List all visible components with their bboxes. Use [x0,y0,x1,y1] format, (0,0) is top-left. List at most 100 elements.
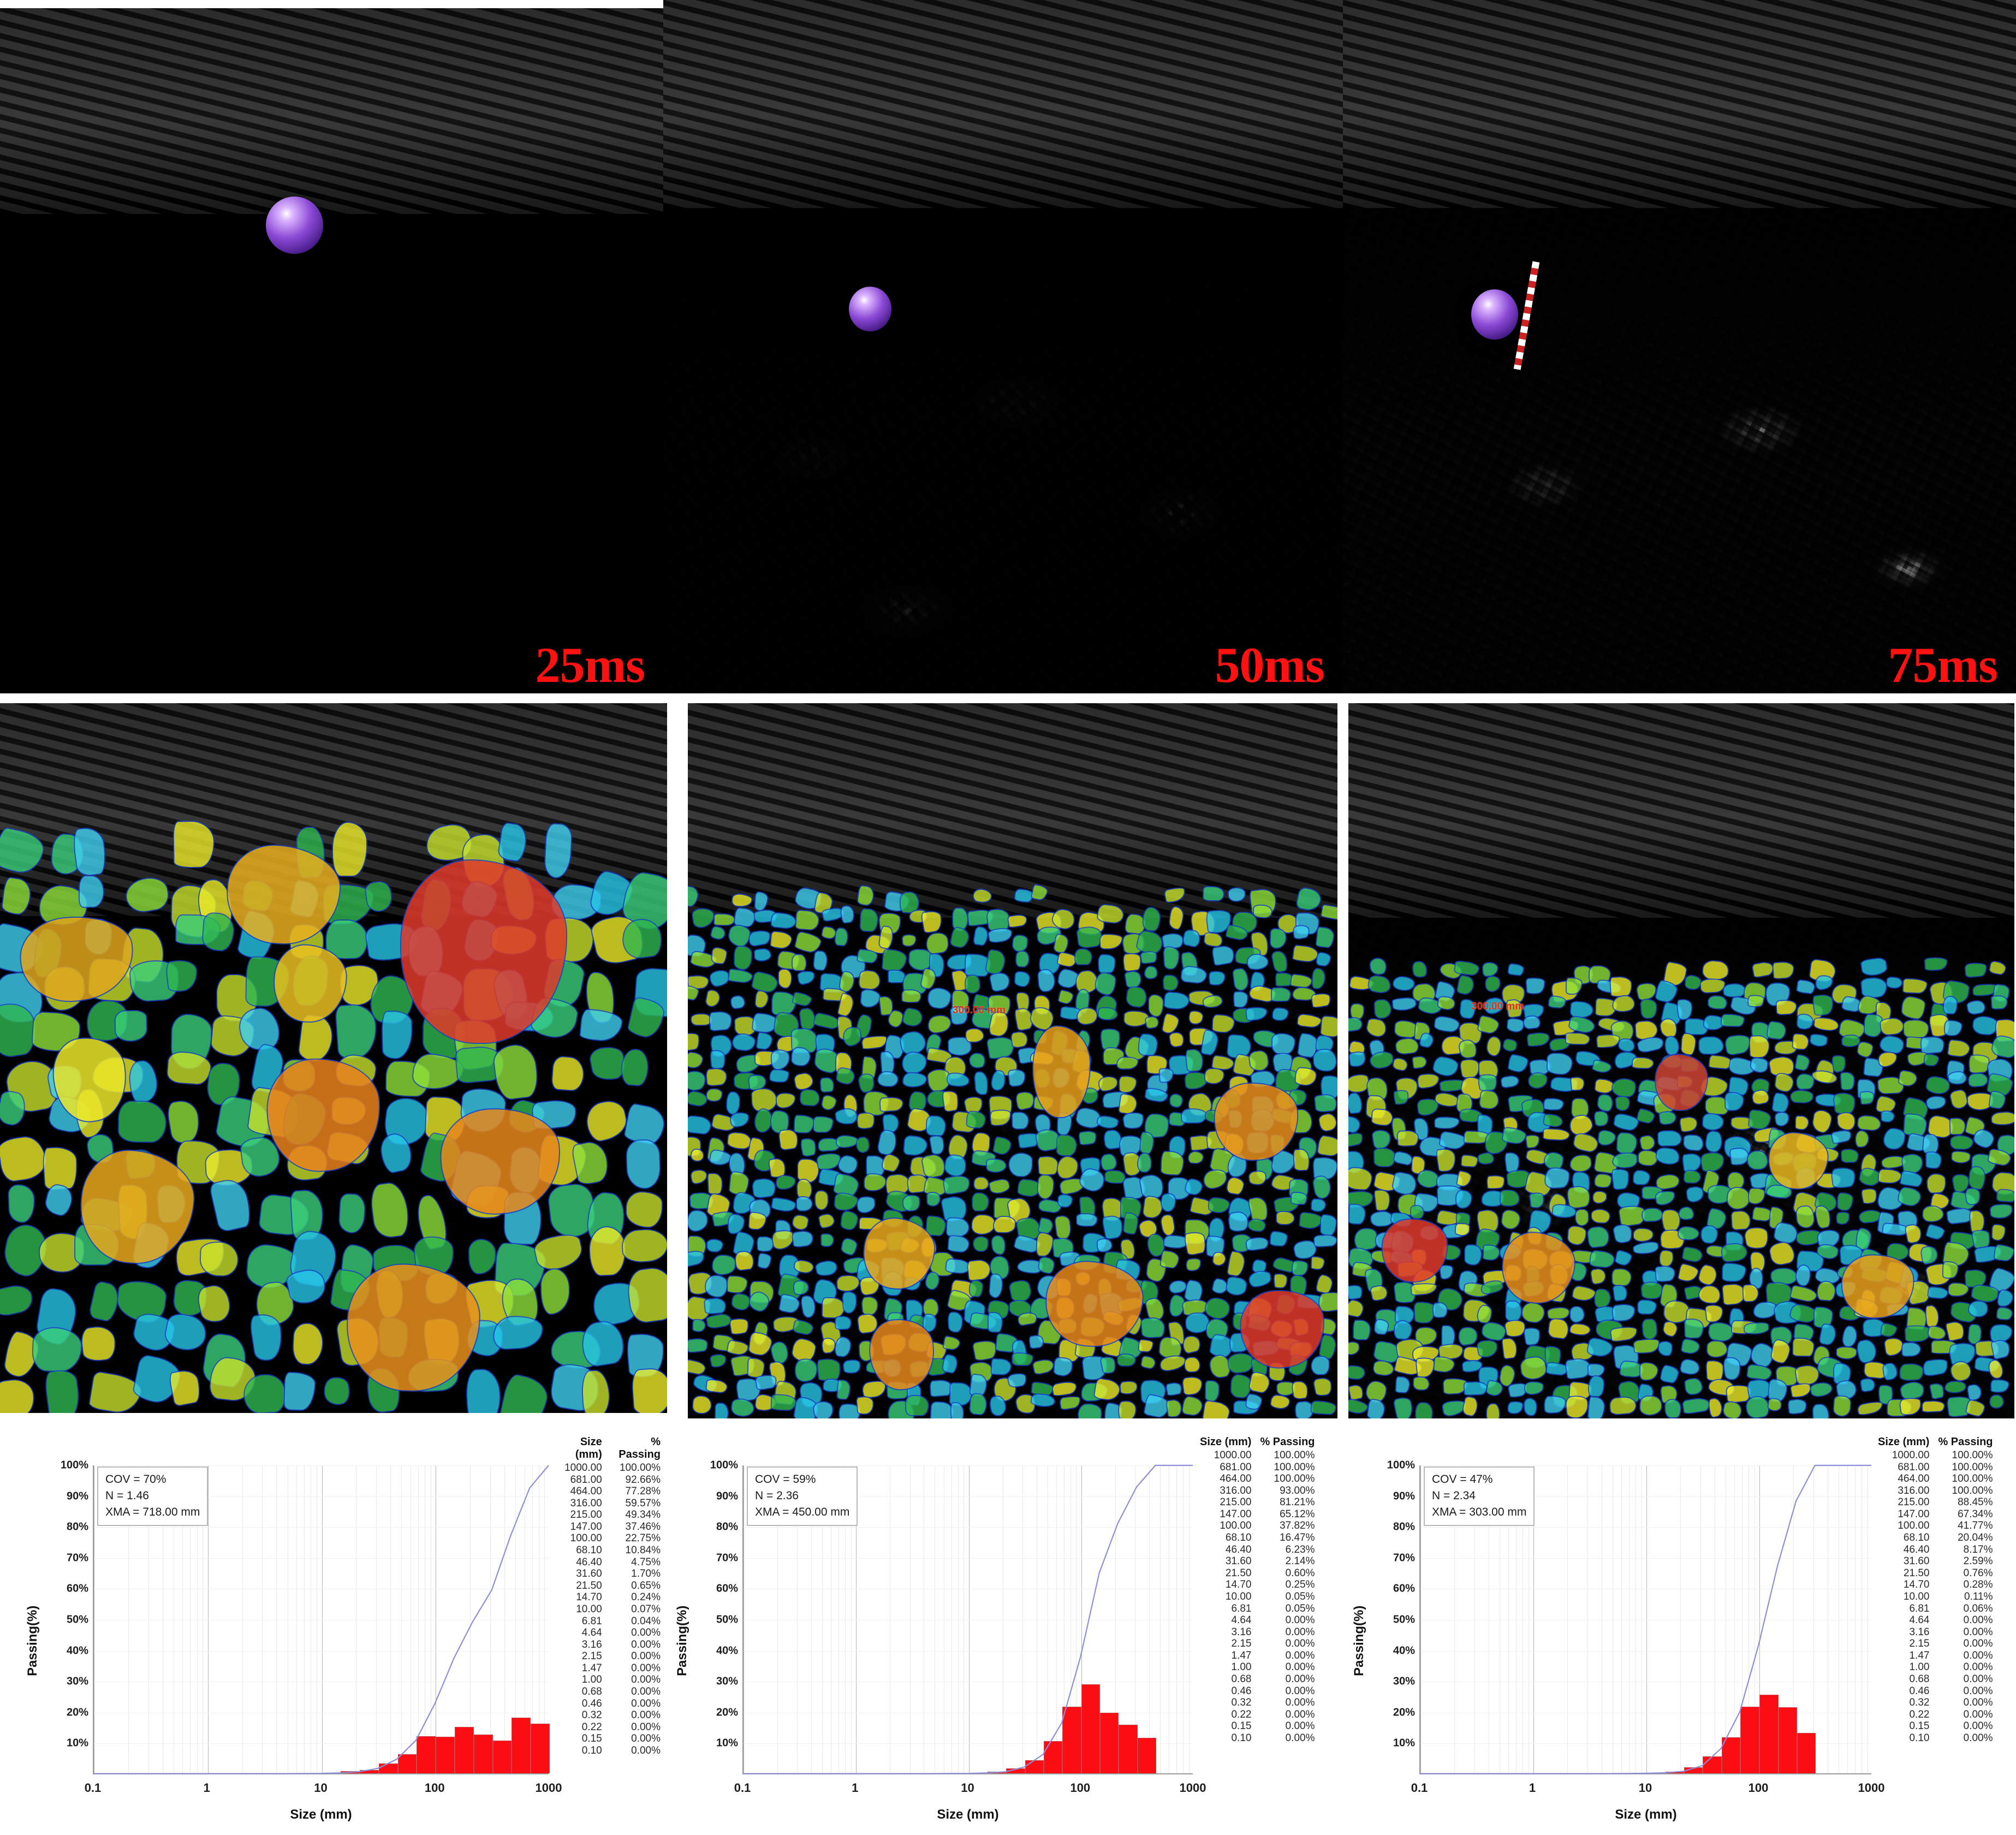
fragment-polygon [726,1275,748,1294]
size-cell: 0.68 [1909,1673,1930,1685]
fragment-polygon [1312,1375,1334,1398]
fragment-polygon [1482,961,1499,978]
passing-cell: 4.75% [631,1556,661,1568]
fragment-polygon [835,1066,857,1086]
size-cell: 2.15 [1909,1638,1930,1650]
y-tick-label: 20% [716,1706,738,1719]
histogram-bar [1100,1712,1119,1773]
fragment-polygon [967,1052,986,1070]
grid-line-vertical [1646,1465,1647,1773]
fragment-polygon [1991,1224,2006,1242]
fragment-polygon [1138,1339,1154,1352]
fragment-polygon [1392,1088,1411,1106]
size-cell: 0.15 [1231,1720,1252,1732]
fragment-polygon [1052,933,1070,955]
grid-lines [744,1465,1193,1773]
histogram-bar [417,1736,436,1773]
size-cell: 0.46 [1909,1685,1930,1697]
fragment-polygon [748,1212,767,1231]
fragment-polygon [1317,1112,1337,1133]
passing-cell: 0.00% [1285,1626,1315,1638]
fragment-polygon [812,949,829,972]
stats-box-25ms: COV = 70% N = 1.46 XMA = 718.00 mm [97,1466,209,1527]
table-row: 6.81 0.06% [1878,1603,1993,1615]
passing-cell: 0.00% [1963,1673,1993,1685]
fragment-polygon [855,1395,876,1416]
passing-cell: 67.34% [1958,1508,1993,1520]
fragment-polygon [497,822,529,863]
grid-line-vertical [1567,1465,1568,1773]
fragment-polygon [7,1184,36,1224]
fragment-polygon [1348,1340,1361,1356]
fragment-polygon [41,1145,80,1191]
table-row: 681.00 100.00% [1200,1462,1315,1474]
fragment-polygon [1252,904,1273,919]
fragment-polygon [1840,1148,1859,1163]
fragment-polygon [1181,1375,1204,1396]
fragment-polygon [820,1094,838,1112]
fragment-polygon [1310,1198,1326,1213]
grid-line-vertical [1149,1465,1150,1773]
fragment-polygon [855,1136,871,1154]
fragment-polygon [926,1191,941,1207]
fragment-polygon [1590,1267,1608,1286]
fragment-polygon [1455,1169,1473,1188]
histogram-bars [94,1465,550,1773]
fragment-polygon [1879,1017,1905,1037]
fragment-polygon [1996,1189,2014,1203]
histogram-bar [1137,1737,1157,1773]
fragment-polygon [1499,1189,1520,1207]
fragment-polygon [1792,1033,1810,1050]
fragment-polygon [1542,1127,1571,1142]
fragment-polygon [1233,990,1250,1009]
table-row: 215.00 81.21% [1200,1496,1315,1509]
cave-roof-shadow [1348,703,2014,918]
fragment-polygon [1565,977,1583,995]
grid-line-vertical [1793,1465,1794,1773]
table-column-header: % Passing [1938,1436,1993,1448]
chart-row: COV = 70% N = 1.46 XMA = 718.00 mm 10% 20… [0,1436,2016,1835]
fragment-polygon [1012,1352,1034,1366]
grid-line-vertical [777,1465,778,1773]
y-tick-labels: 10% 20% 30% 40% 50% 60% 70% 80% 90% 100% [699,1459,738,1774]
grid-line-horizontal [94,1650,549,1652]
fragment-polygon [1435,1147,1458,1173]
fragment-polygon [988,1107,1013,1127]
fragment-polygon [1593,1172,1613,1189]
size-cell: 0.46 [581,1697,602,1709]
table-column-header: Size (mm) [1200,1436,1252,1448]
fragment-polygon [1320,903,1337,922]
fragment-polygon [1786,1397,1808,1416]
y-tick-label: 100% [710,1459,738,1471]
grid-line-vertical [1183,1465,1184,1773]
fragment-polygon [1835,1210,1851,1226]
table-row: 0.10 0.00% [556,1745,661,1757]
y-tick-label: 10% [716,1737,738,1749]
fragment-polygon [688,1114,712,1136]
fragment-polygon [1678,1114,1699,1133]
fragment-polygon [1547,1317,1570,1340]
fragment-polygon [1682,1133,1705,1152]
fragment-polygon [1093,1377,1122,1403]
n-value: N = 2.36 [755,1489,799,1502]
fragment-polygon [1202,886,1225,902]
passing-cell: 0.00% [1963,1638,1993,1650]
size-cell: 100.00 [1220,1520,1252,1532]
table-row: 0.46 0.00% [1878,1685,1993,1697]
grid-line-horizontal [94,1496,549,1497]
fragment-polygon [1880,1322,1898,1338]
grid-line-vertical [1587,1465,1588,1773]
fragment-polygon [1227,887,1246,902]
fragment-polygon [1168,1030,1186,1049]
fragment-polygon [820,1337,836,1354]
grid-line-vertical [1420,1465,1421,1773]
fragment-polygon [1811,1403,1830,1418]
size-cell: 46.40 [576,1556,602,1568]
x-tick-label: 0.1 [84,1781,102,1795]
fragment-polygon [1519,1355,1548,1381]
grid-line-vertical [1454,1465,1455,1773]
fragment-polygon [1615,1132,1638,1155]
fragment-polygon [1743,1225,1771,1251]
fragment-polygon [1527,1072,1548,1090]
size-cell: 31.60 [1225,1555,1252,1567]
